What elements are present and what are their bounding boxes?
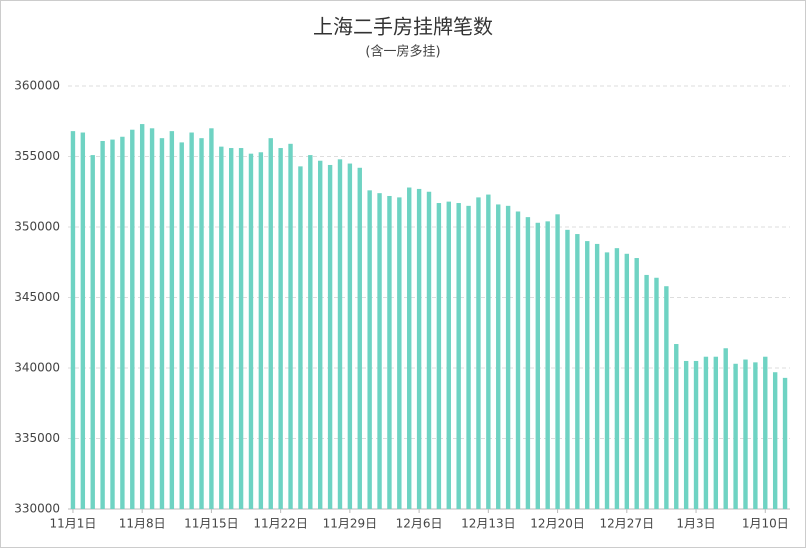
- bar: [594, 243, 600, 510]
- bar: [723, 348, 728, 509]
- x-tick-label: 11月1日: [49, 517, 96, 531]
- bar: [298, 166, 303, 509]
- bar: [387, 195, 392, 510]
- bar: [258, 152, 264, 509]
- bar: [515, 211, 521, 510]
- bar: [337, 159, 343, 509]
- y-tick-label: 340000: [14, 361, 60, 375]
- bar: [743, 359, 748, 509]
- bar: [614, 248, 620, 509]
- bar: [209, 128, 214, 510]
- y-tick-label: 330000: [14, 502, 60, 516]
- y-tick-label: 355000: [14, 149, 60, 163]
- bar: [248, 153, 254, 509]
- x-tick-label: 12月6日: [396, 517, 443, 531]
- bar: [367, 190, 372, 509]
- bar: [496, 204, 501, 509]
- bar: [397, 197, 402, 509]
- bar: [238, 148, 244, 510]
- y-tick-label: 335000: [14, 431, 60, 445]
- bar: [525, 217, 531, 509]
- bar: [219, 146, 224, 509]
- bar: [288, 143, 293, 509]
- x-tick-label: 11月29日: [323, 517, 378, 531]
- bar: [456, 203, 461, 509]
- bar: [535, 222, 540, 509]
- bar: [505, 205, 511, 509]
- bar: [782, 377, 788, 509]
- bar: [70, 131, 76, 509]
- bar: [772, 372, 778, 509]
- x-tick-label: 12月20日: [530, 517, 585, 531]
- bar: [683, 360, 689, 509]
- bar: [268, 138, 273, 510]
- bar: [90, 155, 95, 509]
- bar: [713, 356, 719, 509]
- bar: [80, 132, 86, 509]
- bar: [416, 188, 422, 509]
- bar: [733, 363, 738, 509]
- bar: [703, 356, 709, 509]
- bar: [377, 193, 382, 509]
- bar: [149, 128, 155, 510]
- x-tick-label: 11月15日: [184, 517, 239, 531]
- bar: [308, 155, 313, 509]
- y-tick-label: 360000: [14, 79, 60, 93]
- x-tick-label: 12月27日: [600, 517, 655, 531]
- x-tick-label: 1月3日: [676, 517, 715, 531]
- chart-title: 上海二手房挂牌笔数: [313, 15, 493, 39]
- bar: [575, 234, 580, 510]
- bar: [555, 214, 560, 509]
- x-tick-label: 12月13日: [461, 517, 516, 531]
- bar: [169, 131, 175, 509]
- x-tick-label: 1月10日: [742, 517, 789, 531]
- x-tick-label: 11月8日: [119, 517, 166, 531]
- bar: [545, 221, 550, 510]
- bar: [228, 148, 234, 510]
- bar: [585, 241, 590, 509]
- bar: [664, 286, 669, 509]
- x-tick-label: 11月22日: [253, 517, 308, 531]
- bar: [347, 163, 353, 510]
- bar: [189, 132, 194, 509]
- bar: [693, 360, 699, 509]
- bar: [674, 344, 679, 509]
- bar: [466, 205, 471, 509]
- bar: [327, 164, 333, 509]
- bar: [159, 138, 165, 510]
- bar: [179, 142, 184, 509]
- chart-subtitle: (含一房多挂): [365, 44, 440, 60]
- bar: [753, 362, 758, 509]
- bar: [100, 140, 105, 510]
- bar: [634, 258, 639, 509]
- y-tick-label: 350000: [14, 220, 60, 234]
- bar: [199, 138, 204, 510]
- bar: [139, 124, 145, 509]
- bar: [426, 191, 432, 509]
- y-tick-label: 345000: [14, 290, 60, 304]
- bar: [624, 253, 630, 509]
- bar: [357, 167, 362, 509]
- bar: [446, 201, 451, 509]
- bar: [120, 136, 125, 509]
- bar: [565, 229, 570, 509]
- bar: [407, 187, 412, 509]
- bar: [476, 197, 481, 509]
- bar: [654, 277, 659, 509]
- bar: [130, 129, 135, 509]
- bar: [278, 148, 283, 510]
- bar: [763, 356, 768, 509]
- bar: [486, 194, 491, 509]
- bar: [436, 203, 442, 509]
- bar: [318, 160, 323, 510]
- bar: [644, 274, 649, 509]
- bar: [110, 139, 115, 509]
- bar: [604, 252, 610, 509]
